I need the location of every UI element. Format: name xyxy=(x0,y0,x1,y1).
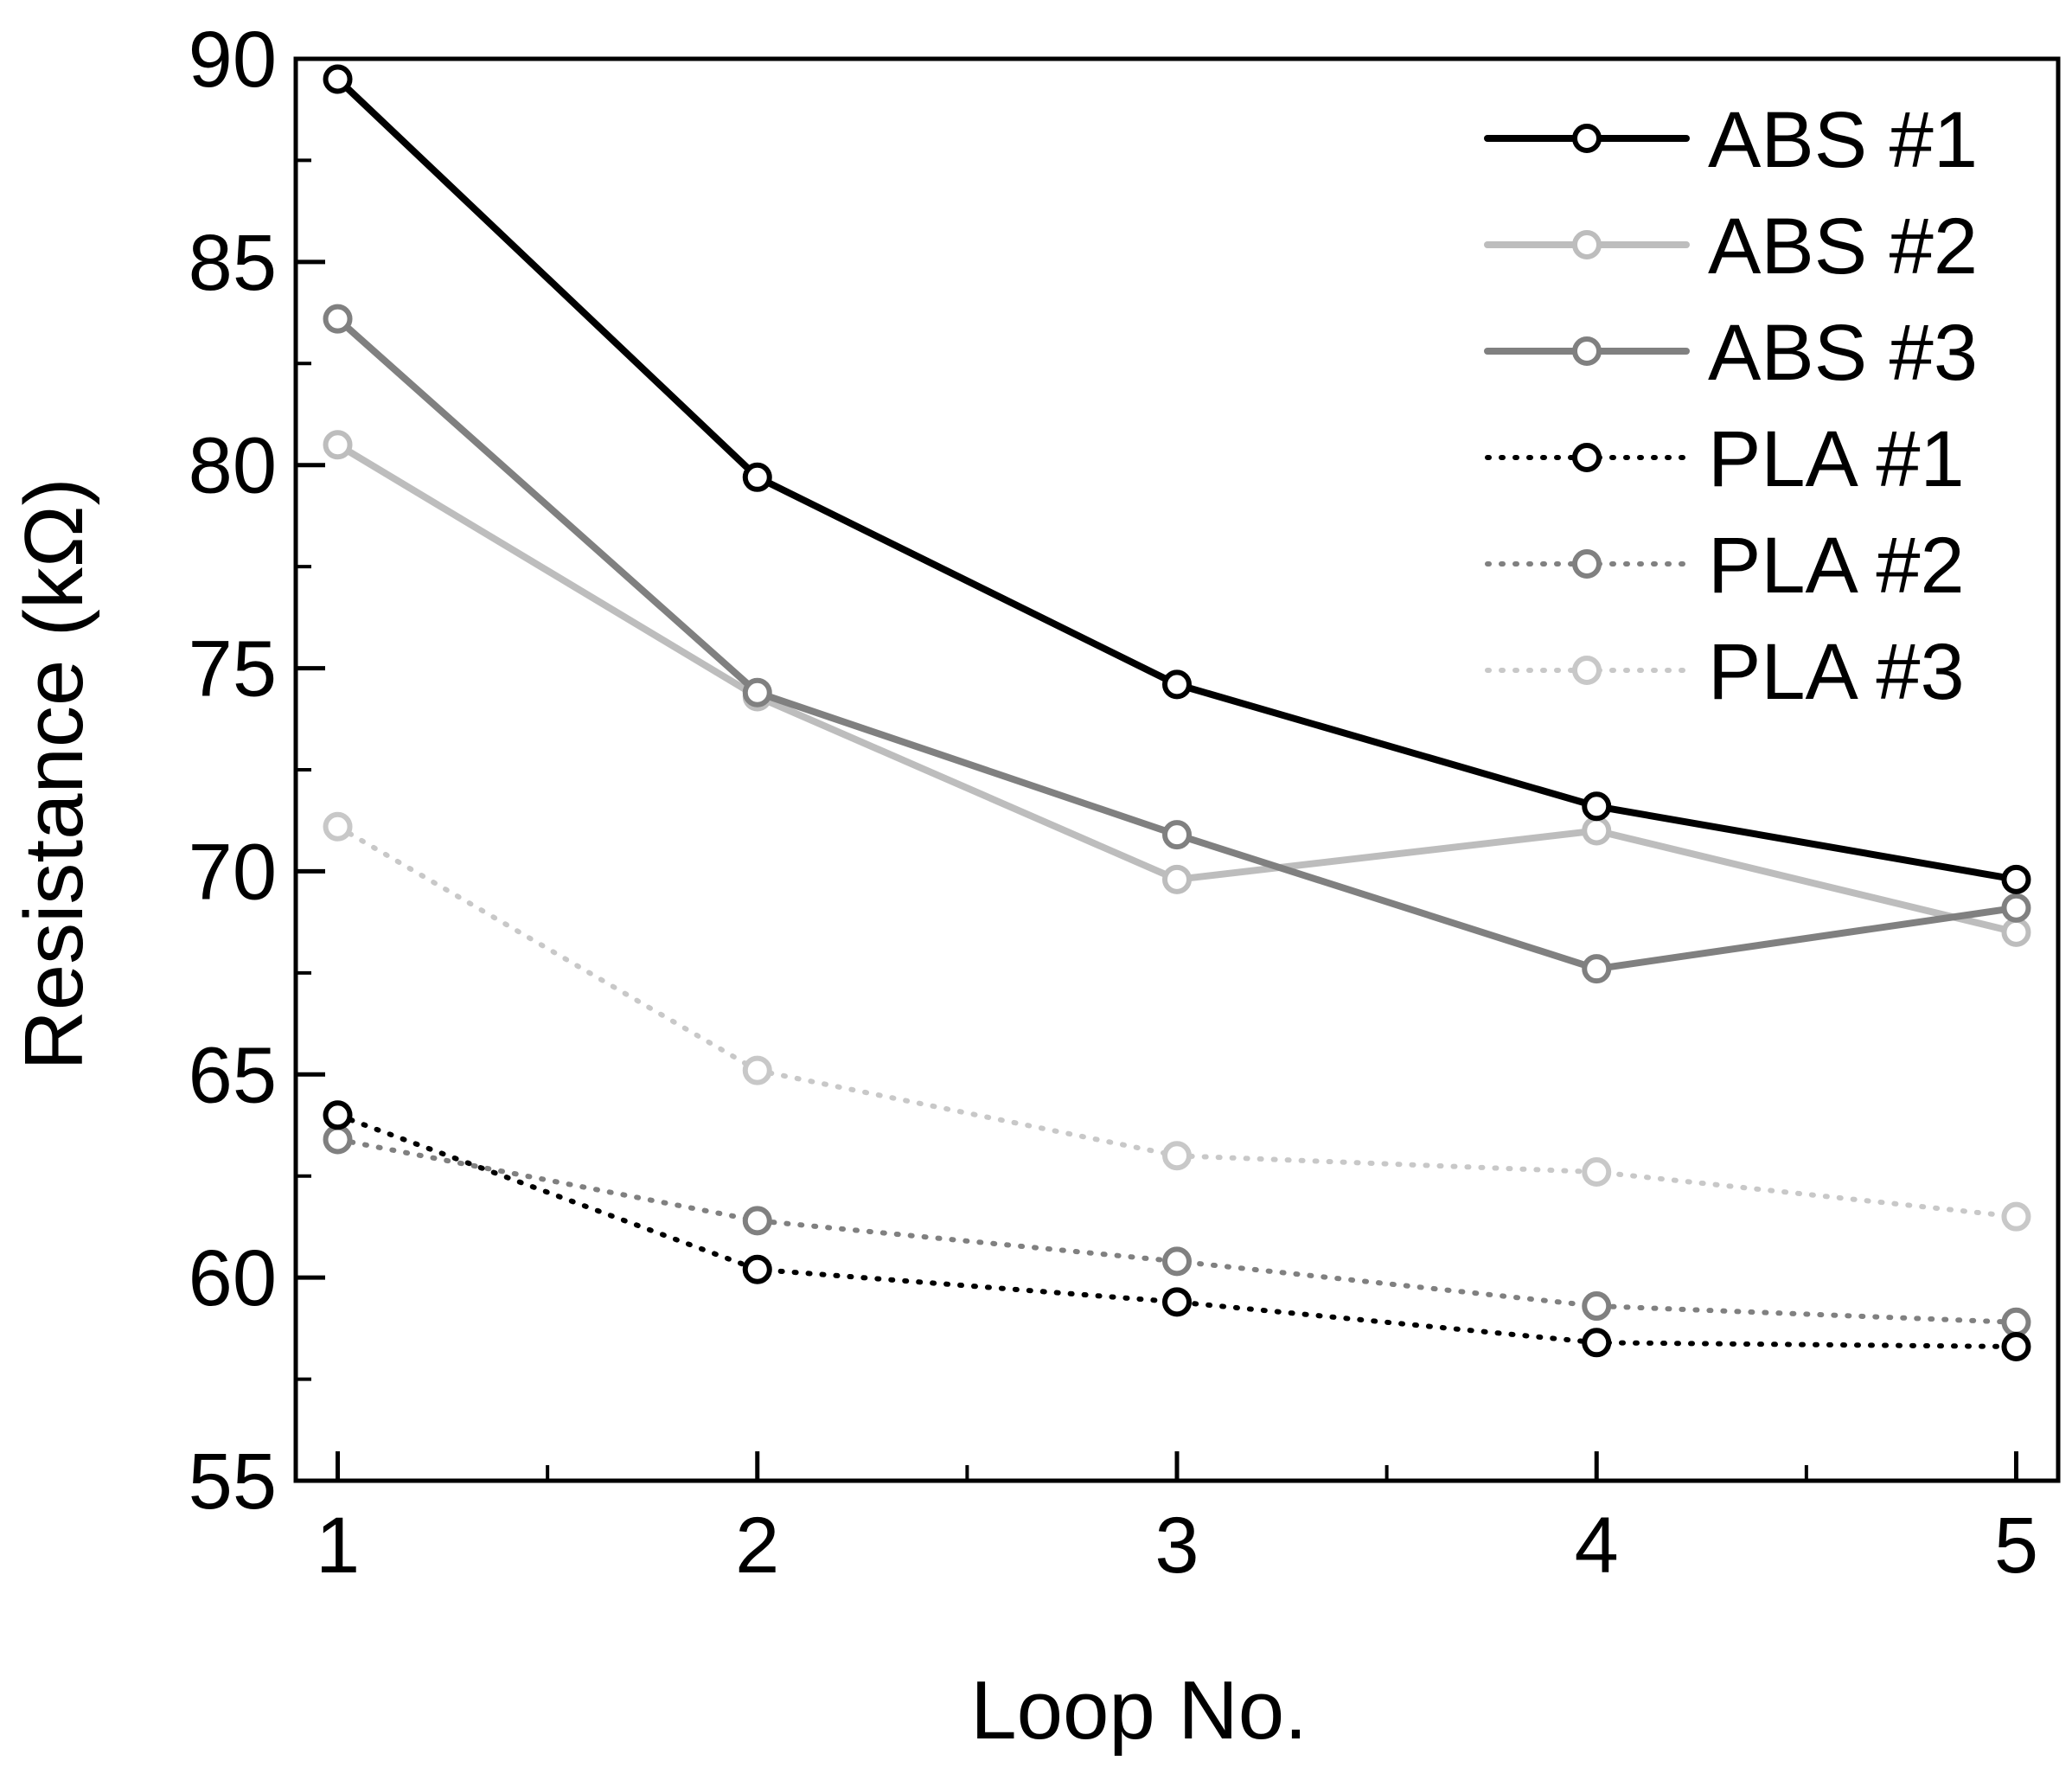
data-point xyxy=(2001,1331,2031,1361)
legend-label: PLA #2 xyxy=(1708,522,1965,610)
legend-label: PLA #3 xyxy=(1708,628,1965,716)
data-point xyxy=(2001,1201,2031,1232)
legend-label: PLA #1 xyxy=(1708,415,1965,503)
data-point xyxy=(742,1254,772,1284)
series-pla-1 xyxy=(323,1100,2031,1361)
y-tick-label: 55 xyxy=(189,1437,277,1526)
data-point xyxy=(1162,1246,1192,1277)
y-tick-label: 90 xyxy=(189,16,277,104)
data-point xyxy=(1582,1157,1612,1188)
series-line xyxy=(335,1112,2019,1349)
legend-marker xyxy=(1572,656,1602,685)
legend-marker xyxy=(1572,336,1602,366)
series-pla-2 xyxy=(323,1124,2031,1337)
series-abs-3 xyxy=(323,304,2031,984)
data-point xyxy=(323,1124,353,1155)
legend-marker xyxy=(1572,124,1602,153)
y-tick-label: 80 xyxy=(189,422,277,510)
data-point xyxy=(323,430,353,460)
y-tick-label: 75 xyxy=(189,625,277,714)
x-tick-label: 5 xyxy=(1994,1501,2038,1590)
data-point xyxy=(1162,1287,1192,1317)
y-tick-label: 70 xyxy=(189,828,277,916)
data-point xyxy=(2001,893,2031,923)
data-point xyxy=(742,462,772,492)
legend-marker xyxy=(1572,443,1602,472)
data-point xyxy=(1582,791,1612,822)
data-point xyxy=(742,1206,772,1236)
x-tick-label: 1 xyxy=(316,1501,360,1590)
y-axis-title: Resistance (kΩ) xyxy=(8,477,100,1070)
legend-label: ABS #1 xyxy=(1708,96,1978,184)
data-point xyxy=(1162,820,1192,850)
x-tick-label: 4 xyxy=(1575,1501,1619,1590)
y-tick-label: 60 xyxy=(189,1234,277,1322)
data-point xyxy=(1582,1328,1612,1358)
data-point xyxy=(1162,669,1192,700)
data-point xyxy=(1582,816,1612,846)
x-axis-title: Loop No. xyxy=(970,1664,1308,1757)
x-tick-label: 3 xyxy=(1154,1501,1199,1590)
series-line xyxy=(335,1136,2019,1325)
data-point xyxy=(2001,864,2031,894)
data-point xyxy=(323,811,353,842)
data-point xyxy=(742,677,772,707)
legend-label: ABS #2 xyxy=(1708,202,1978,291)
data-point xyxy=(2001,917,2031,947)
x-tick-label: 2 xyxy=(735,1501,779,1590)
data-point xyxy=(1162,864,1192,894)
legend-marker xyxy=(1572,549,1602,579)
data-point xyxy=(323,1100,353,1130)
data-point xyxy=(2001,1307,2031,1337)
y-tick-label: 65 xyxy=(189,1031,277,1119)
data-point xyxy=(1582,1291,1612,1322)
series-abs-1 xyxy=(323,64,2031,894)
data-point xyxy=(1162,1141,1192,1171)
data-point xyxy=(323,64,353,94)
data-point xyxy=(1582,954,1612,984)
series-pla-3 xyxy=(323,811,2031,1232)
legend-marker xyxy=(1572,230,1602,259)
data-point xyxy=(323,304,353,334)
data-point xyxy=(742,1055,772,1085)
y-tick-label: 85 xyxy=(189,219,277,307)
legend-label: ABS #3 xyxy=(1708,309,1978,397)
